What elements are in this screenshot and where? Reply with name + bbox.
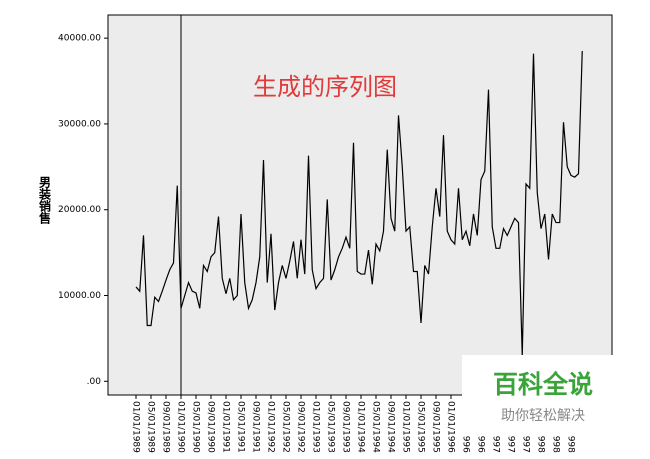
- x-tick-label: 09/01/1989: [161, 401, 171, 453]
- x-tick-label: 09/01/1994: [386, 401, 396, 453]
- x-tick-label: 01/01/1994: [356, 401, 366, 453]
- x-tick-label: 01/01/1990: [176, 401, 186, 453]
- x-tick-label: 01/01/1989: [131, 401, 141, 453]
- y-tick-label: 10000.00: [58, 291, 101, 301]
- y-tick-label: 40000.00: [58, 34, 101, 44]
- plot-area: [107, 14, 613, 396]
- watermark-box: [462, 355, 630, 435]
- watermark-title: 百科全说: [493, 370, 593, 399]
- x-tick-label: 09/01/1993: [341, 401, 351, 453]
- x-tick-label: 09/01/1995: [431, 401, 441, 453]
- x-tick-label: 05/01/1992: [281, 401, 291, 453]
- x-tick-label: 01/01/1996: [446, 401, 456, 453]
- x-tick-label: 09/01/1992: [296, 401, 306, 453]
- x-tick-label: 05/01/1990: [191, 401, 201, 453]
- x-tick-label: 05/01/1995: [416, 401, 426, 453]
- x-tick-label: 01/01/1995: [401, 401, 411, 453]
- annotation: 生成的序列图: [253, 73, 397, 101]
- y-tick-label: 30000.00: [58, 119, 101, 129]
- x-tick-label: 05/01/1991: [236, 401, 246, 453]
- x-tick-label: 01/01/1992: [266, 401, 276, 453]
- watermark-subtitle: 助你轻松解决: [501, 408, 585, 424]
- x-tick-label: 01/01/1993: [311, 401, 321, 453]
- y-tick-label: 20000.00: [58, 205, 101, 215]
- x-tick-label: 09/01/1991: [251, 401, 261, 453]
- x-tick-label: 05/01/1989: [146, 401, 156, 453]
- x-tick-label: 01/01/1991: [221, 401, 231, 453]
- watermark: 百科全说 助你轻松解决: [462, 355, 630, 435]
- series-line: [135, 51, 583, 356]
- x-tick-label: 09/01/1990: [206, 401, 216, 453]
- y-axis-label: 男装销售: [38, 176, 52, 225]
- x-tick-label: 05/01/1994: [371, 401, 381, 453]
- x-tick-label: 05/01/1993: [326, 401, 336, 453]
- y-tick-label: .00: [87, 377, 102, 387]
